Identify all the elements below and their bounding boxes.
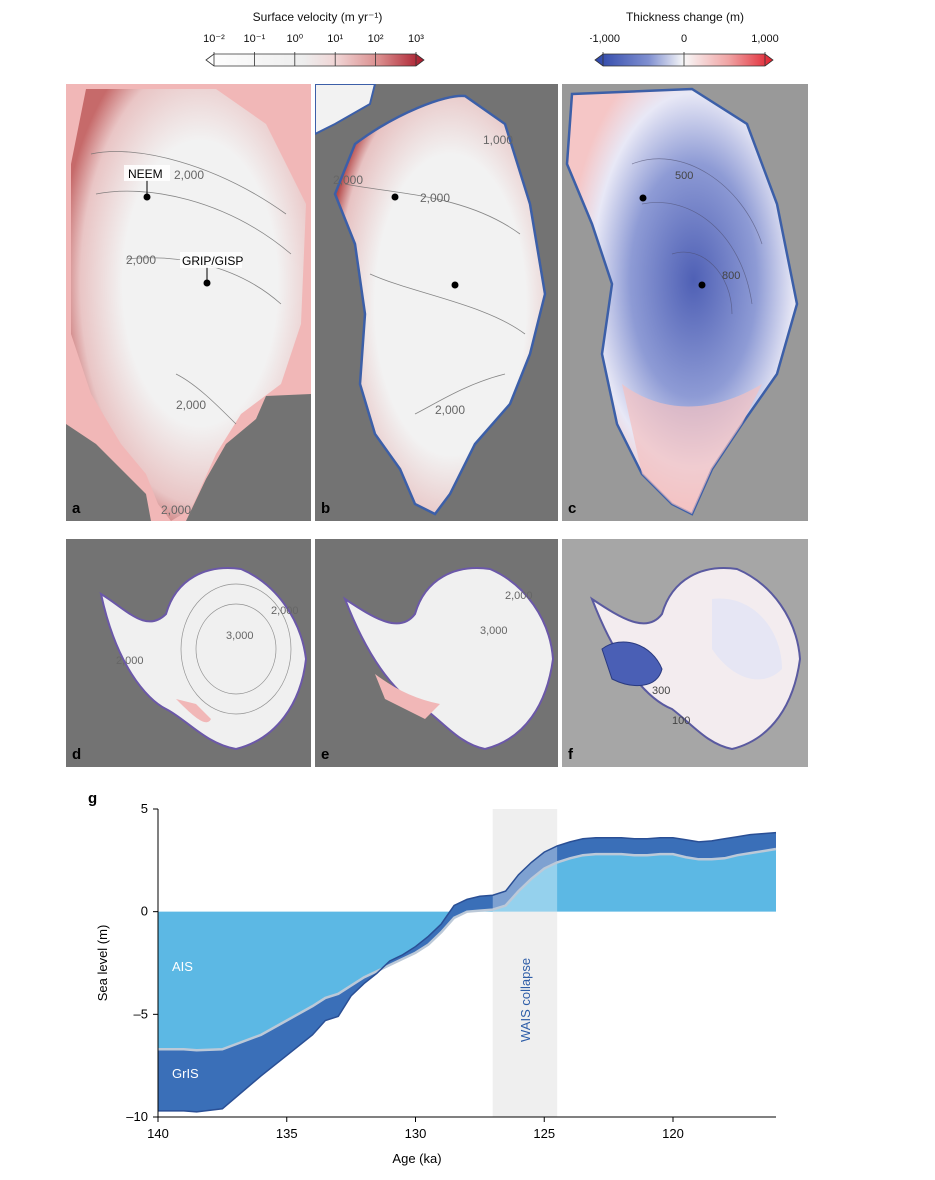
series-area-ais — [158, 849, 776, 1051]
y-tick-label: –5 — [134, 1006, 148, 1021]
velocity-colorbar-title: Surface velocity (m yr⁻¹) — [252, 10, 383, 24]
contour-label: 3,000 — [226, 630, 254, 642]
y-axis-label: Sea level (m) — [95, 925, 110, 1002]
map-panel-e: 3,000 2,000 e — [315, 539, 558, 767]
colorbar-tick-label: 0 — [681, 33, 687, 45]
site-marker — [451, 281, 459, 289]
x-tick-label: 120 — [662, 1126, 684, 1141]
contour-label: 300 — [652, 685, 670, 697]
x-axis-label: Age (ka) — [392, 1151, 441, 1166]
series-label-ais: AIS — [172, 959, 193, 974]
colorbar-tick-label: −1,000 — [590, 33, 620, 45]
site-marker — [698, 281, 706, 289]
panel-label-b: b — [321, 500, 331, 517]
map-panel-a: 2,000 2,000 2,000 2,000 NEEM GRIP/GISP a — [66, 84, 311, 521]
contour-label: 2,000 — [174, 168, 204, 182]
contour-label: 3,000 — [480, 625, 508, 637]
sea-level-chart: 5 0 –5 –10 140 135 130 125 120 Age (ka) Sea level … — [95, 801, 777, 1166]
panel-label-e: e — [321, 746, 330, 763]
contour-label: 100 — [672, 715, 690, 727]
contour-label: 2,000 — [435, 403, 465, 417]
site-label-neem: NEEM — [128, 167, 163, 181]
map-panel-f: 300 100 f — [562, 539, 808, 767]
colorbar-tick-label: 10⁻¹ — [244, 33, 266, 45]
wais-collapse-overlay — [492, 809, 558, 1117]
series-line-ais — [158, 847, 777, 1052]
contour-label: 1,000 — [483, 133, 513, 147]
thickness-colorbar-title: Thickness change (m) — [625, 10, 745, 24]
x-tick-label: 140 — [147, 1126, 169, 1141]
y-tick-label: –10 — [126, 1109, 148, 1124]
thickness-colorbar: −1,000 0 1,000 — [590, 33, 779, 67]
contour-label: 2,000 — [176, 398, 206, 412]
contour-label: 2,000 — [161, 503, 191, 517]
y-tick-label: 5 — [141, 801, 148, 816]
x-tick-label: 130 — [405, 1126, 427, 1141]
colorbar-tick-label: 10¹ — [327, 33, 343, 45]
x-tick-label: 125 — [533, 1126, 555, 1141]
map-panel-c: 500 800 c — [562, 84, 808, 521]
y-tick-label: 0 — [141, 904, 148, 919]
panel-label-d: d — [72, 746, 82, 763]
map-panel-b: 2,000 2,000 2,000 1,000 b — [315, 84, 558, 521]
site-marker — [639, 194, 647, 202]
series-line-gris — [158, 831, 777, 1113]
series-area-gris — [158, 832, 776, 1112]
colorbar-tick-label: 1,000 — [751, 33, 779, 45]
series-label-gris: GrIS — [172, 1066, 199, 1081]
site-label-grip: GRIP/GISP — [182, 254, 243, 268]
panel-label-g: g — [88, 790, 98, 807]
colorbar-tick-label: 10³ — [408, 33, 424, 45]
contour-label: 800 — [722, 270, 740, 282]
contour-label: 2,000 — [116, 655, 144, 667]
contour-label: 2,000 — [271, 605, 299, 617]
contour-label: 500 — [675, 170, 693, 182]
panel-label-c: c — [568, 500, 577, 517]
x-tick-label: 135 — [276, 1126, 298, 1141]
map-panel-d: 2,000 3,000 2,000 d — [66, 539, 311, 767]
colorbar-tick-label: 10⁰ — [286, 33, 303, 45]
colorbar-tick-label: 10² — [368, 33, 384, 45]
contour-label: 2,000 — [126, 253, 156, 267]
panel-label-a: a — [72, 500, 81, 517]
contour-label: 2,000 — [505, 590, 533, 602]
contour-label: 2,000 — [420, 191, 450, 205]
panel-label-f: f — [568, 746, 573, 763]
site-marker — [391, 193, 399, 201]
colorbar-tick-label: 10⁻² — [203, 33, 225, 45]
wais-collapse-label: WAIS collapse — [518, 958, 533, 1042]
velocity-colorbar: 10⁻² 10⁻¹ 10⁰ 10¹ 10² 10³ — [203, 33, 425, 67]
contour-label: 2,000 — [333, 173, 363, 187]
